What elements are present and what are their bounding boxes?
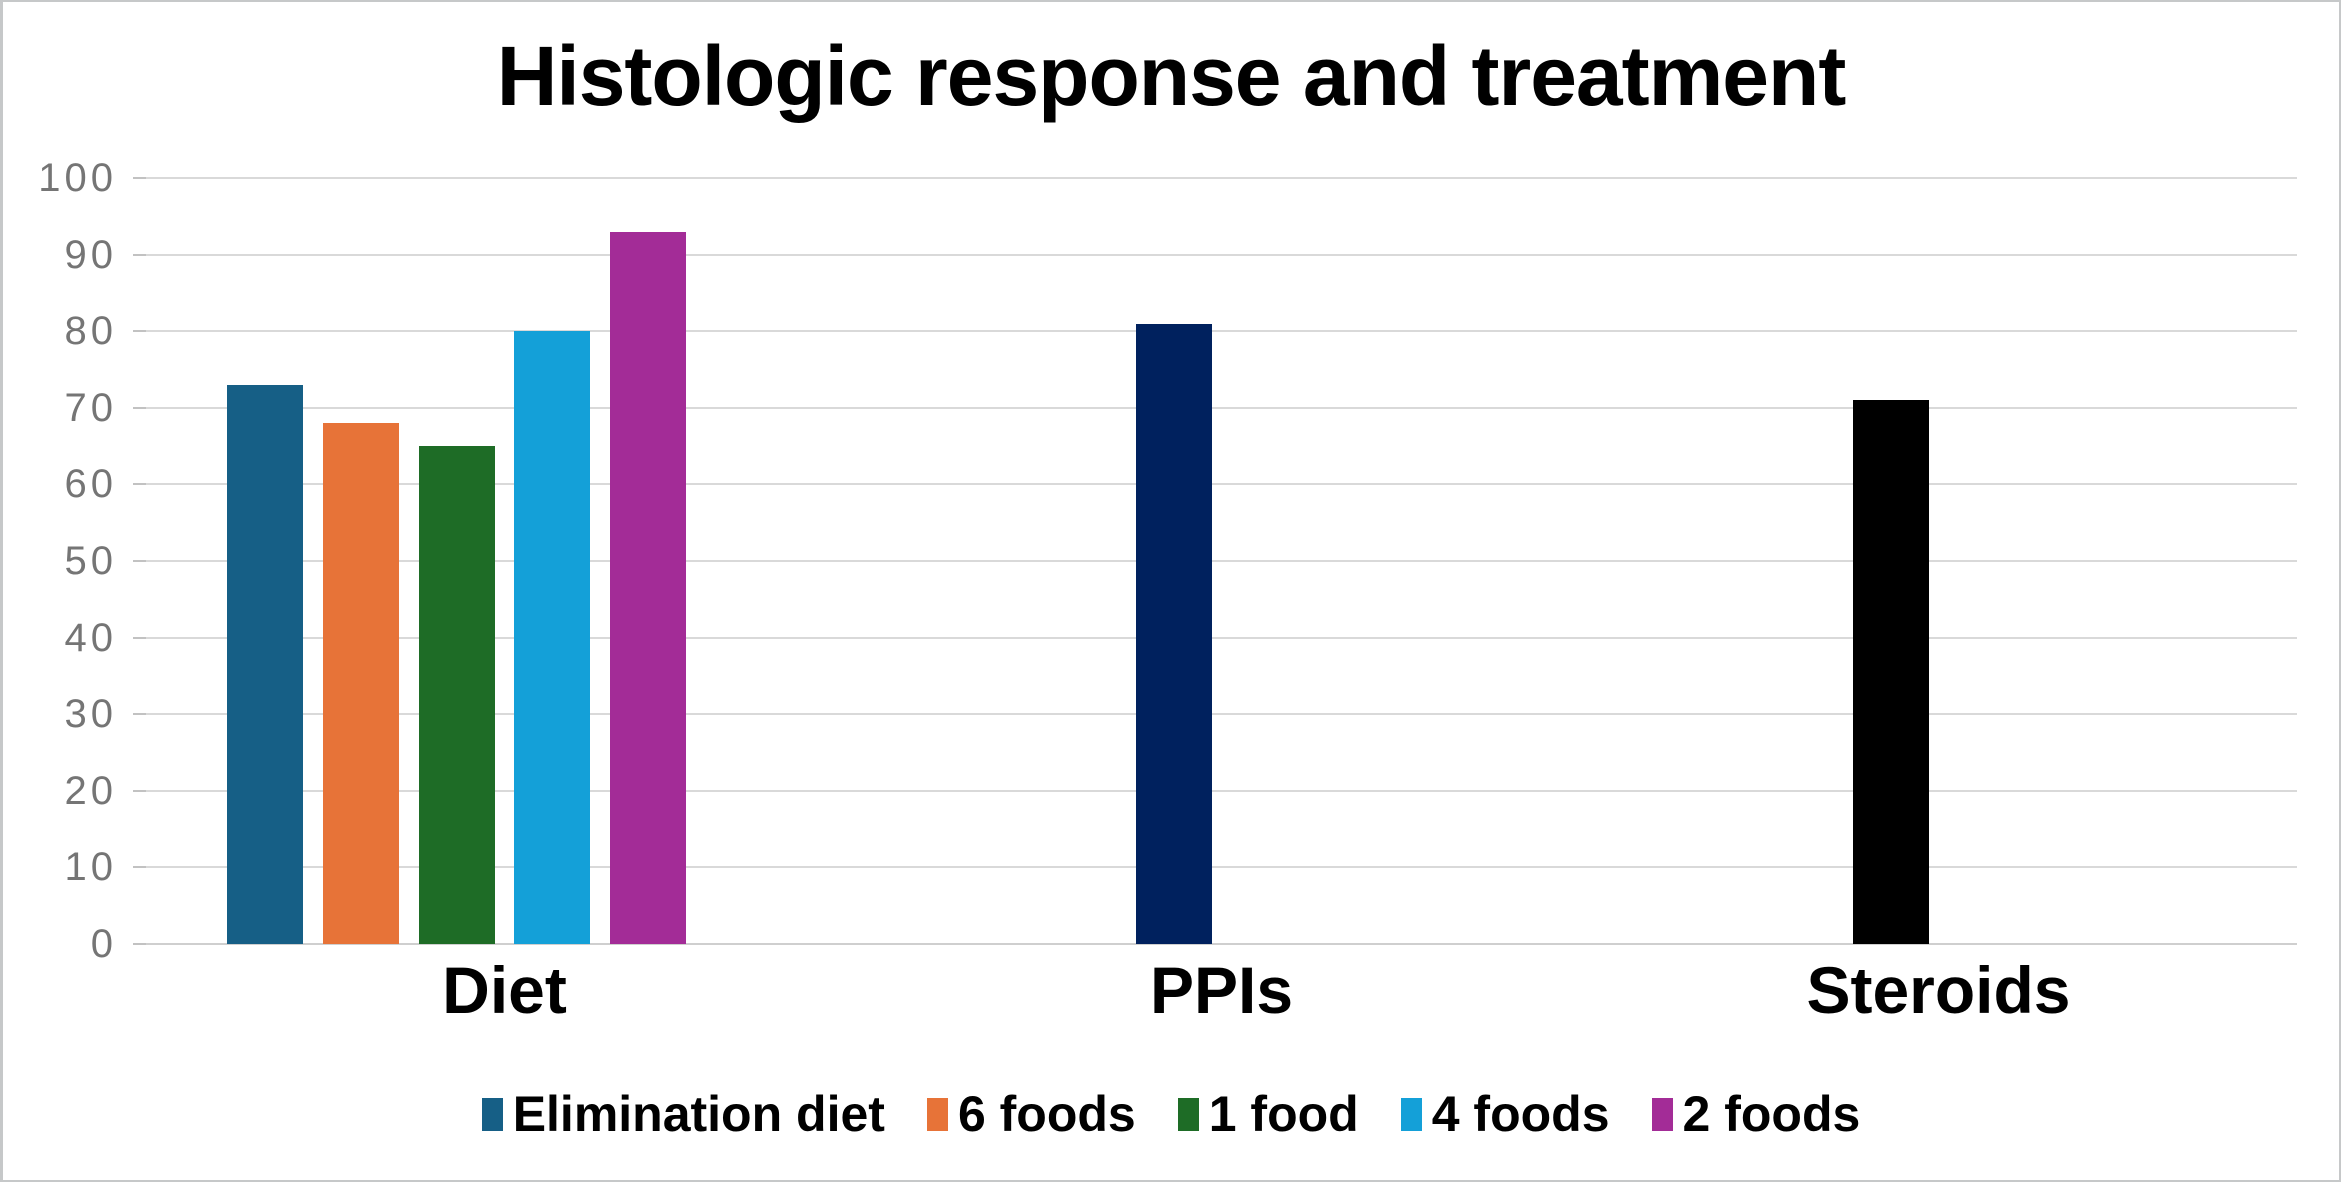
gridline-0 [146,943,2297,945]
y-axis-tick-50 [133,560,146,562]
y-axis-tick-label: 70 [64,385,117,430]
gridline-50 [146,560,2297,562]
y-axis-tick-label: 60 [64,462,117,507]
gridline-100 [146,177,2297,179]
legend-marker [1177,1097,1199,1131]
bar-1-food [418,446,495,944]
y-axis-tick-label: 90 [64,232,117,277]
y-axis-tick-80 [133,330,146,333]
gridline-70 [146,406,2297,409]
bar-ppis [1135,323,1212,944]
bar-6-foods [322,423,399,944]
y-axis-tick-90 [133,253,146,256]
legend-item-4-foods: 4 foods [1400,1085,1610,1143]
y-axis-tick-label: 40 [64,615,117,660]
legend-marker [1400,1097,1422,1131]
y-axis-tick-30 [133,713,146,716]
y-axis-tick-label: 80 [64,309,117,354]
legend: Elimination diet 6 foods 1 food 4 foods 2 fo… [3,1082,2339,1146]
category-label-diet: Diet [442,953,567,1027]
plot-area [133,177,2297,945]
legend-item-elimination-diet: Elimination diet [481,1085,885,1143]
legend-item-1-food: 1 food [1177,1085,1359,1143]
chart-title: Histologic response and treatment [496,29,1847,123]
bar-4-foods [514,331,591,944]
category-label-ppis: PPIs [1149,953,1294,1027]
legend-item-2-foods: 2 foods [1651,1085,1861,1143]
legend-label: 6 foods [957,1086,1136,1142]
bar-2-foods [610,231,686,944]
gridline-80 [146,330,2297,333]
legend-marker [926,1097,948,1131]
y-axis-tick-40 [133,636,146,639]
gridline-20 [146,789,2297,792]
y-axis-tick-label: 30 [64,692,117,737]
y-axis-tick-label: 100 [38,156,117,200]
legend-label: 2 foods [1682,1086,1861,1142]
gridline-10 [146,866,2297,869]
legend-marker [481,1097,503,1131]
category-label-steroids: Steroids [1806,953,2071,1027]
gridline-60 [146,483,2297,486]
y-axis-tick-10 [133,866,146,869]
y-axis-tick-label: 10 [64,845,117,890]
bar-steroids [1852,400,1929,944]
y-axis-tick-0 [133,943,146,945]
legend-marker [1651,1097,1673,1131]
y-axis-tick-label: 0 [90,922,117,966]
legend-item-6-foods: 6 foods [926,1085,1136,1143]
y-axis-tick-label: 20 [64,768,117,813]
legend-label: 1 food [1208,1086,1359,1142]
y-axis-tick-100 [133,177,146,179]
gridline-40 [146,636,2297,639]
bar-elimination-diet [227,384,303,944]
y-axis-tick-60 [133,483,146,486]
legend-label: Elimination diet [512,1086,885,1142]
y-axis-tick-label: 50 [64,539,117,583]
y-axis-tick-70 [133,406,146,409]
gridline-90 [146,253,2297,256]
y-axis-tick-20 [133,789,146,792]
legend-label: 4 foods [1431,1086,1610,1142]
gridline-30 [146,713,2297,716]
